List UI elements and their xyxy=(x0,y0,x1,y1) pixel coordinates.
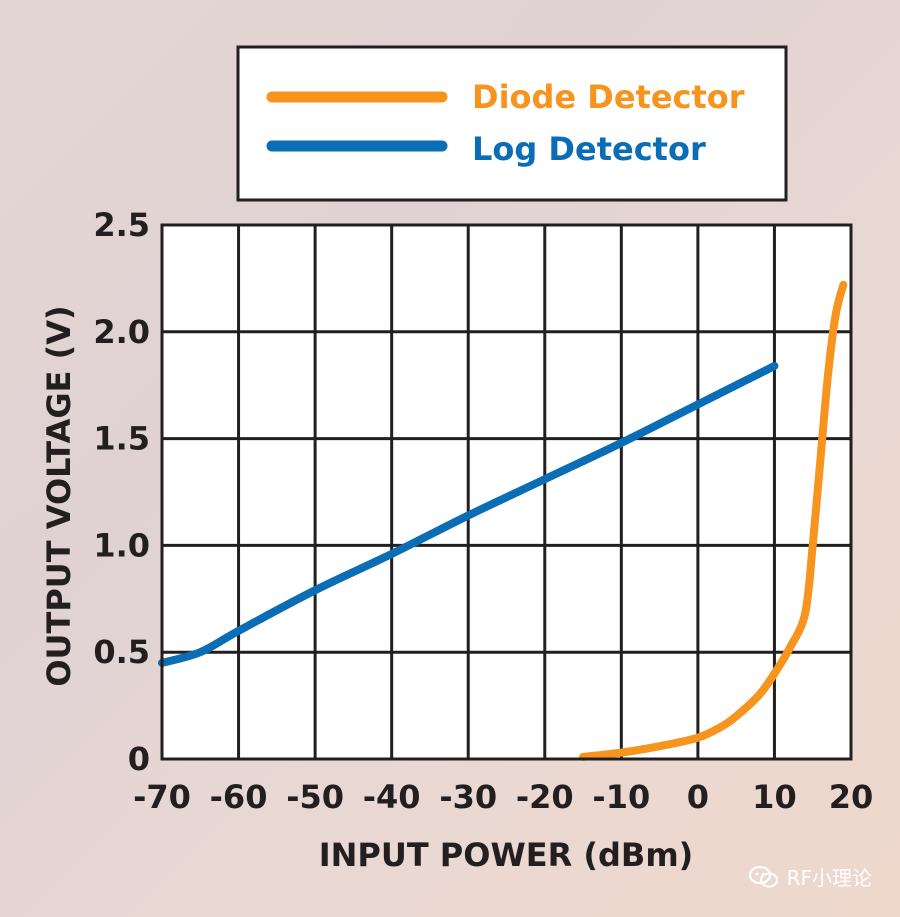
plot-area xyxy=(158,223,853,761)
y-tick-label: 2.5 xyxy=(93,206,150,244)
series-layer xyxy=(158,280,848,761)
x-tick-label: 20 xyxy=(829,778,874,816)
x-tick-label: 10 xyxy=(752,778,797,816)
watermark-text: RF小理论 xyxy=(786,866,872,890)
y-tick-label: 1.0 xyxy=(93,526,150,564)
series-line-log-detector xyxy=(158,361,779,667)
y-tick-label: 0.5 xyxy=(93,633,150,671)
legend-box xyxy=(236,45,788,202)
plot-background xyxy=(162,225,851,759)
x-axis-title: INPUT POWER (dBm) xyxy=(319,836,694,874)
x-tick-label: 0 xyxy=(687,778,709,816)
series-line-diode-detector xyxy=(579,280,848,761)
legend: Diode Detector Log Detector xyxy=(236,45,788,202)
y-tick-label: 0 xyxy=(128,740,150,778)
x-tick-label: -10 xyxy=(592,778,650,816)
grid xyxy=(162,225,851,759)
y-tick-labels: 0 0.5 1.0 1.5 2.0 2.5 xyxy=(93,206,150,778)
watermark: RF小理论 xyxy=(748,862,872,891)
x-tick-label: -40 xyxy=(363,778,421,816)
legend-label-log: Log Detector xyxy=(472,130,706,168)
plot-frame xyxy=(160,223,853,761)
y-tick-label: 2.0 xyxy=(93,313,150,351)
wechat-icon xyxy=(748,865,779,889)
x-tick-label: -60 xyxy=(210,778,268,816)
x-tick-labels: -70 -60 -50 -40 -30 -20 -10 0 10 20 xyxy=(133,778,873,816)
x-tick-label: -50 xyxy=(286,778,344,816)
x-tick-label: -20 xyxy=(516,778,574,816)
y-axis-title: OUTPUT VOLTAGE (V) xyxy=(40,305,78,686)
x-tick-label: -70 xyxy=(133,778,191,816)
legend-label-diode: Diode Detector xyxy=(472,78,745,116)
y-tick-label: 1.5 xyxy=(93,420,150,458)
x-tick-label: -30 xyxy=(439,778,497,816)
